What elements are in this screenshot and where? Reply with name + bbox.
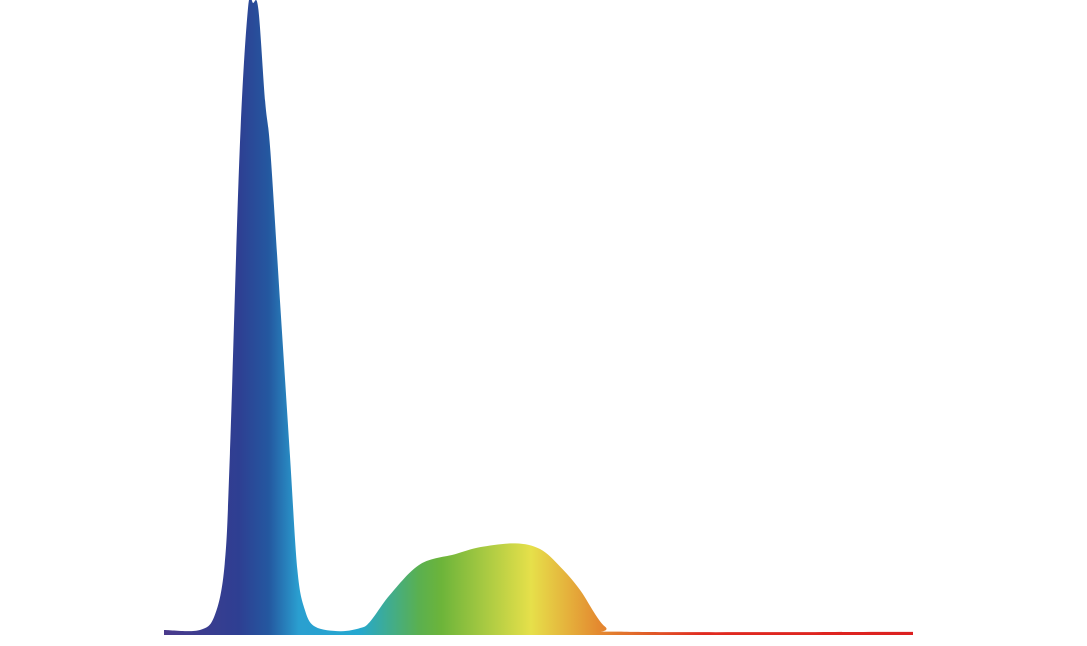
spectrum-area <box>164 0 913 635</box>
plot-area <box>164 0 913 635</box>
